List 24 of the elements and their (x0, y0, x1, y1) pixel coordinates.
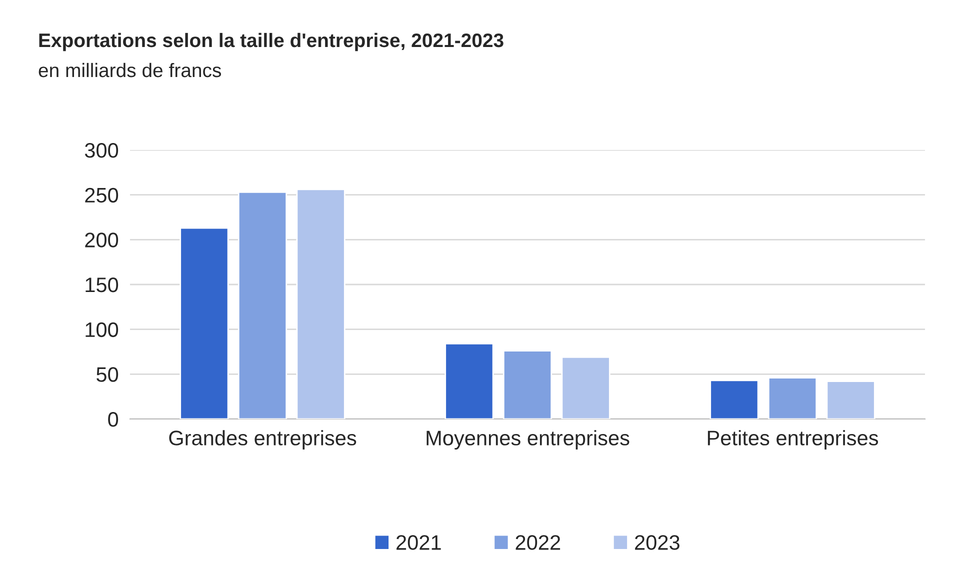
y-tick-label: 50 (96, 367, 118, 382)
legend-label: 2022 (516, 535, 560, 550)
bar (444, 342, 494, 419)
y-tick-label: 250 (85, 188, 118, 203)
y-tick-label: 300 (84, 143, 118, 158)
bar (768, 377, 818, 419)
chart-title: Exportations selon la taille d'entreprise, 2021-2023 (39, 32, 504, 52)
bar (710, 380, 759, 419)
bar (826, 380, 876, 419)
bar (561, 356, 610, 419)
bar (502, 350, 552, 419)
y-tick-label: 0 (108, 412, 118, 427)
y-tick-label: 200 (85, 232, 118, 248)
x-tick-label: Grandes entreprises (169, 430, 356, 450)
y-tick-label: 150 (86, 278, 118, 292)
chart-subtitle: en milliards de francs (38, 62, 222, 78)
x-tick-label: Petites entreprises (708, 430, 878, 450)
bar (296, 188, 346, 419)
legend-label: 2021 (396, 535, 441, 550)
x-tick-label: Moyennes entreprises (426, 430, 630, 450)
y-tick-label: 100 (86, 322, 118, 338)
legend-label: 2023 (635, 535, 680, 550)
bar (238, 191, 288, 419)
bar (180, 227, 229, 419)
